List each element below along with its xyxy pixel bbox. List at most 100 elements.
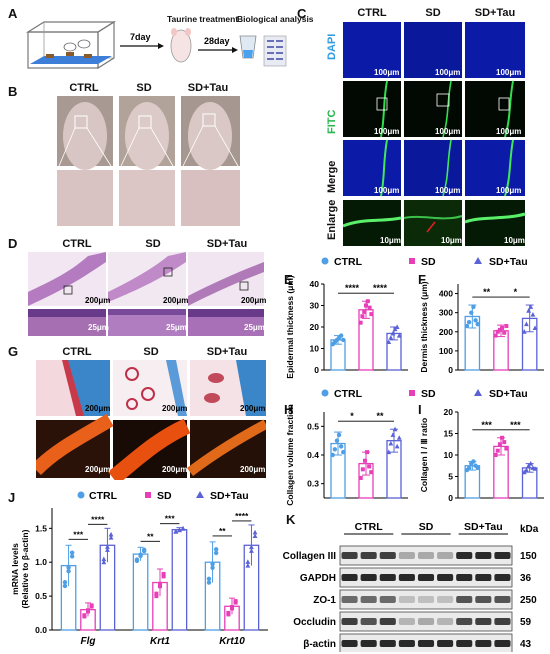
sig-label: *** <box>510 420 521 430</box>
data-point <box>367 464 372 469</box>
panel-f-label: F <box>418 272 426 287</box>
c-scale-12: 10μm <box>504 236 525 245</box>
mouse-photo-sdtau <box>181 96 240 226</box>
legend2-ctrl-label: CTRL <box>334 388 363 400</box>
band <box>398 574 415 581</box>
data-point <box>101 559 107 565</box>
data-point <box>362 309 367 314</box>
d-scale-3: 200μm <box>241 296 267 305</box>
data-point <box>495 448 500 453</box>
legend-ctrl-marker <box>321 257 329 265</box>
band <box>475 640 492 647</box>
y-axis-label: Collagen Ⅰ / Ⅲ ratio <box>419 418 429 493</box>
band <box>379 552 396 559</box>
data-point <box>466 465 472 471</box>
data-point <box>504 446 509 451</box>
step-2-title: Taurine treatment <box>167 14 239 24</box>
band <box>494 618 511 625</box>
y-tick-label: 40 <box>310 279 320 289</box>
data-point <box>396 333 402 338</box>
mouse-icon <box>170 28 192 63</box>
data-point <box>360 314 365 319</box>
band <box>475 618 492 625</box>
dapi-sd <box>404 22 462 78</box>
data-point <box>471 459 476 464</box>
y-tick-label: 20 <box>444 407 454 417</box>
c-row-merge: Merge <box>326 160 338 193</box>
data-point <box>66 565 71 570</box>
panel-a-label: A <box>8 6 18 21</box>
y-tick-label: 200 <box>439 327 453 337</box>
data-point <box>213 550 219 556</box>
data-point <box>358 475 363 480</box>
g-scale-1: 200μm <box>85 404 111 413</box>
blot-frame <box>339 589 513 610</box>
data-point <box>336 432 342 438</box>
data-point <box>154 594 159 599</box>
d-group-sdtau: SD+Tau <box>206 238 248 250</box>
data-point <box>390 330 396 336</box>
d-group-sd: SD <box>145 238 161 250</box>
data-point <box>252 529 258 535</box>
band <box>360 640 377 647</box>
band-kda: 43 <box>520 639 532 650</box>
chart-e: 0 10 20 30 40 Epidermal thickness (μm) **** ***… <box>285 276 408 379</box>
c-scale-2: 100μm <box>435 68 461 77</box>
data-point <box>69 550 75 555</box>
x-tick-label: Krt1 <box>150 636 170 647</box>
c-scale-7: 100μm <box>374 186 400 195</box>
y-tick-label: 400 <box>439 289 453 299</box>
d-scale-1: 200μm <box>85 296 111 305</box>
data-point <box>386 449 392 455</box>
band <box>341 618 358 625</box>
data-point <box>230 605 234 610</box>
data-point <box>82 613 87 618</box>
band-kda: 250 <box>520 595 537 606</box>
merge-sd <box>404 140 462 196</box>
band <box>456 552 473 559</box>
band <box>494 552 511 559</box>
data-point <box>233 599 238 604</box>
c-row-enlarge: Enlarge <box>326 199 338 240</box>
b-group-ctrl: CTRL <box>69 82 99 94</box>
panel-a-schematic: 7day 28day <box>25 20 287 70</box>
k-group-label: SD+Tau <box>464 521 503 533</box>
data-point <box>464 323 470 329</box>
legend-j-tau-label: SD+Tau <box>210 490 249 502</box>
data-point <box>524 321 529 327</box>
band <box>398 640 415 647</box>
g-scale-5: 200μm <box>162 465 188 474</box>
y-tick-label: 30 <box>310 301 320 311</box>
data-point <box>497 327 502 332</box>
c-scale-11: 10μm <box>441 236 462 245</box>
y-tick-label: 0.5 <box>307 421 319 431</box>
y-tick-label: 0 <box>314 365 319 375</box>
d-scale-4: 25μm <box>88 323 109 332</box>
c-group-ctrl: CTRL <box>357 7 387 19</box>
g-scale-6: 200μm <box>240 465 266 474</box>
y-axis-label: mRNA levels <box>10 543 20 595</box>
y-tick-label: 100 <box>439 346 453 356</box>
band <box>437 552 454 559</box>
panel-d-label: D <box>8 236 18 251</box>
band-kda: 59 <box>520 617 532 628</box>
band <box>417 640 435 647</box>
panel-j-label: J <box>8 490 16 505</box>
data-point <box>86 608 90 613</box>
band <box>379 596 396 603</box>
legend2-sd-marker <box>409 390 415 396</box>
legend2-tau-label: SD+Tau <box>489 388 528 400</box>
band <box>475 552 492 559</box>
legend2-ctrl-marker <box>321 389 329 397</box>
g-scale-2: 200μm <box>162 404 188 413</box>
band <box>379 618 396 625</box>
c-row-fitc: FITC <box>326 109 338 134</box>
data-point <box>108 531 114 537</box>
data-point <box>249 548 254 553</box>
data-point <box>89 603 94 608</box>
c-scale-9: 100μm <box>496 186 522 195</box>
band <box>494 596 511 603</box>
data-point <box>532 325 538 330</box>
data-point <box>134 557 140 562</box>
data-point <box>245 563 251 568</box>
